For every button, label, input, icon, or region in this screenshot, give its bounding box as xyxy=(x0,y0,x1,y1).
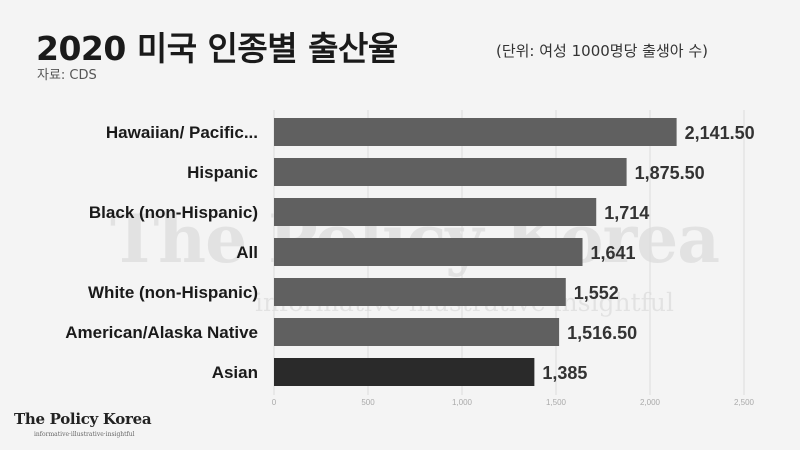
tick-label: 2,000 xyxy=(640,398,661,407)
value-label: 1,516.50 xyxy=(567,323,637,343)
tick-label: 2,500 xyxy=(734,398,755,407)
bar xyxy=(274,238,583,266)
category-label: Asian xyxy=(212,363,258,382)
bar xyxy=(274,158,627,186)
value-label: 1,875.50 xyxy=(635,163,705,183)
value-label: 1,641 xyxy=(591,243,636,263)
brand-logo: The Policy Korea xyxy=(14,410,152,428)
category-label: All xyxy=(236,243,258,262)
category-label: Black (non-Hispanic) xyxy=(89,203,258,222)
tick-label: 1,000 xyxy=(452,398,473,407)
value-label: 1,714 xyxy=(604,203,649,223)
value-label: 1,385 xyxy=(542,363,587,383)
chart-title: 2020 미국 인종별 출산율 xyxy=(36,29,398,68)
tick-label: 0 xyxy=(272,398,277,407)
bar xyxy=(274,318,560,346)
category-label: Hawaiian/ Pacific... xyxy=(106,123,258,142)
brand-logo-tagline: informative·illustrative·insightful xyxy=(34,431,135,438)
tick-label: 1,500 xyxy=(546,398,567,407)
bar xyxy=(274,278,566,306)
category-label: Hispanic xyxy=(187,163,258,182)
category-label: White (non-Hispanic) xyxy=(88,283,258,302)
bar xyxy=(274,358,535,386)
unit-note: (단위: 여성 1000명당 출생아 수) xyxy=(495,42,708,60)
tick-label: 500 xyxy=(361,398,375,407)
value-label: 2,141.50 xyxy=(685,123,755,143)
bar xyxy=(274,198,597,226)
category-label: American/Alaska Native xyxy=(65,323,258,342)
bar xyxy=(274,118,677,146)
source-note: 자료: CDS xyxy=(37,68,97,83)
value-label: 1,552 xyxy=(574,283,619,303)
